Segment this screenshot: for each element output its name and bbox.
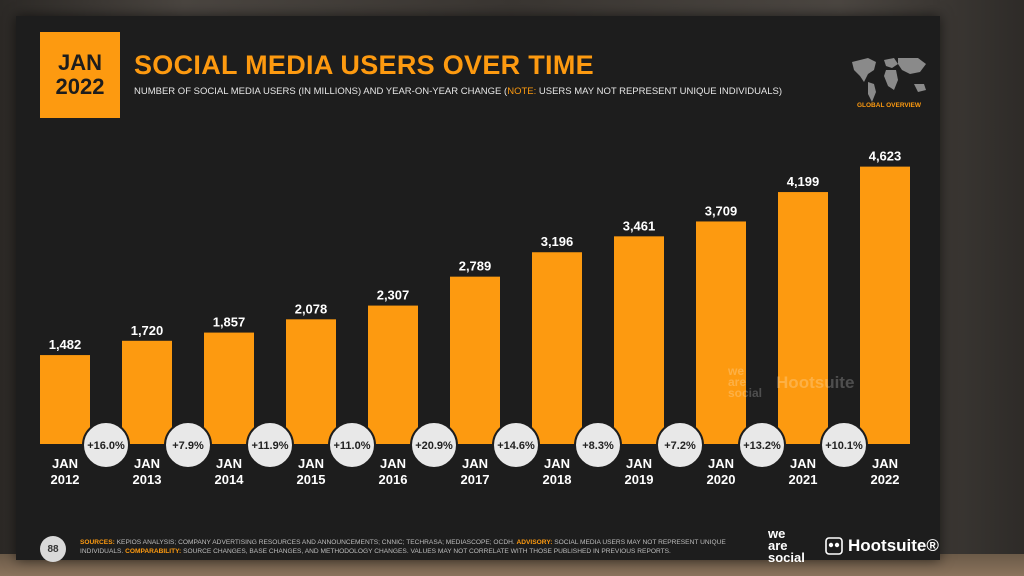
bar-2014 bbox=[204, 332, 254, 444]
page-number: 88 bbox=[40, 536, 66, 562]
slide-title: SOCIAL MEDIA USERS OVER TIME bbox=[134, 50, 594, 80]
bar-chart: 1,482JAN20121,720JAN20131,857JAN20142,07… bbox=[40, 149, 910, 487]
value-label-2021: 4,199 bbox=[787, 174, 820, 189]
bar-2022 bbox=[860, 166, 910, 444]
bar-2018 bbox=[532, 252, 582, 444]
date-month: JAN bbox=[57, 50, 102, 75]
tick-label-year-2013: 2013 bbox=[133, 472, 162, 487]
advisory-body: SOCIAL MEDIA USERS MAY NOT REPRESENT UNI… bbox=[80, 539, 726, 555]
bar-2019 bbox=[614, 236, 664, 444]
bar-2013 bbox=[122, 340, 172, 444]
slide-subtitle: NUMBER OF SOCIAL MEDIA USERS (IN MILLION… bbox=[134, 86, 782, 97]
brand-we: we bbox=[768, 526, 786, 541]
yoy-label-6: +14.6% bbox=[497, 440, 535, 452]
date-year: 2022 bbox=[55, 74, 105, 99]
value-label-2016: 2,307 bbox=[377, 288, 410, 303]
value-label-2013: 1,720 bbox=[131, 323, 164, 338]
subtitle-main: NUMBER OF SOCIAL MEDIA USERS (IN MILLION… bbox=[134, 86, 508, 97]
tick-label-month-2018: JAN bbox=[544, 456, 570, 471]
hootsuite-wordmark: Hootsuite® bbox=[848, 536, 939, 555]
world-map-icon bbox=[852, 58, 926, 102]
yoy-bubble-1 bbox=[82, 421, 130, 469]
subtitle-note-key: NOTE: bbox=[507, 86, 537, 97]
tick-label-month-2016: JAN bbox=[380, 456, 406, 471]
value-label-2015: 2,078 bbox=[295, 301, 328, 316]
value-label-2019: 3,461 bbox=[623, 218, 656, 233]
tick-label-month-2015: JAN bbox=[298, 456, 324, 471]
tick-label-month-2017: JAN bbox=[462, 456, 488, 471]
global-overview-label: GLOBAL OVERVIEW bbox=[856, 102, 922, 109]
yoy-bubble-6 bbox=[492, 421, 540, 469]
tick-label-month-2022: JAN bbox=[872, 456, 898, 471]
wearesocial-logo: we are social bbox=[768, 526, 805, 565]
tick-label-month-2020: JAN bbox=[708, 456, 734, 471]
tick-label-month-2021: JAN bbox=[790, 456, 816, 471]
comparability-body: SOURCE CHANGES, BASE CHANGES, AND METHOD… bbox=[181, 548, 671, 555]
tick-label-year-2019: 2019 bbox=[625, 472, 654, 487]
value-label-2014: 1,857 bbox=[213, 315, 246, 330]
brand-social: social bbox=[768, 550, 805, 565]
value-label-2020: 3,709 bbox=[705, 203, 738, 218]
bar-2016 bbox=[368, 305, 418, 444]
brand-are: are bbox=[768, 538, 788, 553]
subtitle-note: USERS MAY NOT REPRESENT UNIQUE INDIVIDUA… bbox=[536, 86, 783, 97]
slide: JAN 2022 SOCIAL MEDIA USERS OVER TIME NU… bbox=[16, 16, 940, 564]
tick-label-month-2012: JAN bbox=[52, 456, 78, 471]
tick-label-year-2014: 2014 bbox=[215, 472, 245, 487]
value-label-2022: 4,623 bbox=[869, 149, 902, 164]
yoy-bubble-4 bbox=[328, 421, 376, 469]
value-label-2012: 1,482 bbox=[49, 337, 82, 352]
yoy-bubble-10 bbox=[820, 421, 868, 469]
yoy-label-3: +11.9% bbox=[251, 440, 288, 452]
bar-2012 bbox=[40, 355, 90, 444]
bar-2020 bbox=[696, 221, 746, 444]
yoy-bubble-8 bbox=[656, 421, 704, 469]
yoy-bubble-2 bbox=[164, 421, 212, 469]
value-label-2018: 3,196 bbox=[541, 234, 574, 249]
tick-label-month-2019: JAN bbox=[626, 456, 652, 471]
watermark-hootsuite-logo: Hootsuite bbox=[776, 372, 855, 392]
yoy-label-8: +7.2% bbox=[664, 440, 696, 452]
yoy-label-4: +11.0% bbox=[333, 440, 370, 452]
owl-icon bbox=[825, 537, 843, 555]
sources-key: SOURCES: bbox=[80, 539, 115, 546]
value-label-2017: 2,789 bbox=[459, 259, 492, 274]
tick-label-year-2017: 2017 bbox=[461, 472, 490, 487]
comparability-key: COMPARABILITY: bbox=[125, 548, 182, 555]
tick-label-year-2016: 2016 bbox=[379, 472, 408, 487]
sources-text: SOURCES: KEPIOS ANALYSIS; COMPANY ADVERT… bbox=[80, 538, 740, 556]
yoy-bubble-3 bbox=[246, 421, 294, 469]
yoy-bubble-9 bbox=[738, 421, 786, 469]
tick-label-year-2021: 2021 bbox=[789, 472, 818, 487]
tick-label-month-2013: JAN bbox=[134, 456, 160, 471]
tick-label-year-2020: 2020 bbox=[707, 472, 736, 487]
tick-label-year-2018: 2018 bbox=[543, 472, 572, 487]
bar-2017 bbox=[450, 276, 500, 444]
tick-label-year-2012: 2012 bbox=[51, 472, 80, 487]
watermark-wearesocial-logo: we are social bbox=[728, 364, 763, 400]
hootsuite-logo: Hootsuite® bbox=[824, 536, 939, 556]
tick-label-month-2014: JAN bbox=[216, 456, 242, 471]
bar-2021 bbox=[778, 192, 828, 444]
advisory-key: ADVISORY: bbox=[516, 539, 553, 546]
tick-label-year-2015: 2015 bbox=[297, 472, 326, 487]
sources-body: KEPIOS ANALYSIS; COMPANY ADVERTISING RES… bbox=[114, 539, 517, 546]
date-tab: JAN 2022 bbox=[40, 32, 120, 118]
yoy-label-2: +7.9% bbox=[172, 440, 204, 452]
yoy-label-7: +8.3% bbox=[582, 440, 614, 452]
watermark: we are social Hootsuite bbox=[728, 364, 855, 400]
bar-2015 bbox=[286, 319, 336, 444]
yoy-label-10: +10.1% bbox=[825, 440, 863, 452]
yoy-bubble-5 bbox=[410, 421, 458, 469]
yoy-label-1: +16.0% bbox=[87, 440, 125, 452]
tick-label-year-2022: 2022 bbox=[871, 472, 900, 487]
yoy-label-9: +13.2% bbox=[743, 440, 781, 452]
yoy-bubble-7 bbox=[574, 421, 622, 469]
yoy-label-5: +20.9% bbox=[415, 440, 453, 452]
